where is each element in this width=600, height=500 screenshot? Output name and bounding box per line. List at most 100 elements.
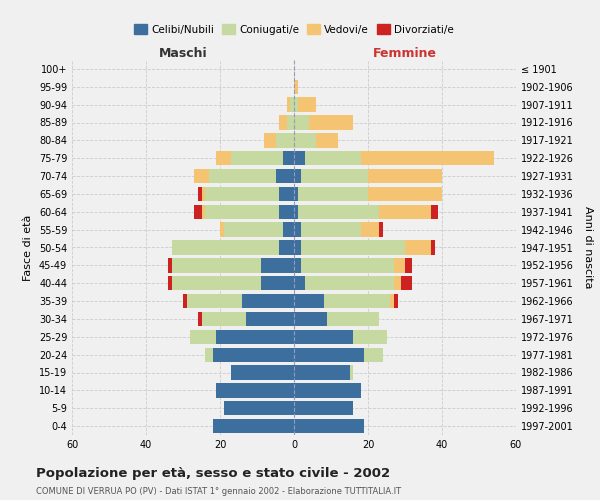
Bar bbox=[298, 204, 379, 219]
Bar bbox=[216, 151, 231, 166]
Bar bbox=[405, 240, 431, 254]
Bar bbox=[283, 151, 294, 166]
Bar bbox=[231, 151, 283, 166]
Bar bbox=[246, 312, 294, 326]
Bar bbox=[231, 366, 294, 380]
Bar bbox=[217, 330, 294, 344]
Bar bbox=[301, 222, 361, 237]
Bar bbox=[390, 294, 394, 308]
Bar bbox=[294, 204, 298, 219]
Bar bbox=[279, 116, 287, 130]
Bar bbox=[294, 383, 361, 398]
Bar bbox=[294, 151, 305, 166]
Text: Maschi: Maschi bbox=[158, 47, 208, 60]
Bar bbox=[198, 312, 202, 326]
Bar bbox=[294, 80, 298, 94]
Bar bbox=[294, 330, 353, 344]
Bar bbox=[275, 169, 294, 183]
Bar bbox=[309, 116, 353, 130]
Bar bbox=[364, 348, 383, 362]
Bar bbox=[294, 276, 305, 290]
Bar bbox=[212, 419, 294, 433]
Bar bbox=[294, 348, 364, 362]
Bar bbox=[305, 276, 394, 290]
Bar bbox=[353, 330, 386, 344]
Bar bbox=[172, 276, 260, 290]
Bar bbox=[323, 294, 390, 308]
Bar bbox=[190, 330, 217, 344]
Bar bbox=[202, 312, 246, 326]
Bar bbox=[265, 133, 275, 148]
Bar bbox=[224, 222, 283, 237]
Bar bbox=[183, 294, 187, 308]
Bar bbox=[379, 204, 431, 219]
Bar bbox=[394, 294, 398, 308]
Bar bbox=[287, 98, 290, 112]
Bar bbox=[294, 116, 309, 130]
Bar bbox=[294, 312, 328, 326]
Bar bbox=[205, 204, 279, 219]
Bar bbox=[224, 401, 294, 415]
Bar bbox=[194, 204, 202, 219]
Bar bbox=[172, 240, 279, 254]
Bar bbox=[242, 294, 294, 308]
Bar bbox=[168, 258, 172, 272]
Bar bbox=[368, 187, 442, 201]
Bar bbox=[316, 133, 338, 148]
Legend: Celibi/Nubili, Coniugati/e, Vedovi/e, Divorziati/e: Celibi/Nubili, Coniugati/e, Vedovi/e, Di… bbox=[130, 20, 458, 39]
Bar bbox=[279, 240, 294, 254]
Bar bbox=[220, 222, 224, 237]
Bar bbox=[275, 133, 294, 148]
Bar bbox=[431, 240, 434, 254]
Bar bbox=[361, 222, 379, 237]
Bar bbox=[279, 204, 294, 219]
Bar bbox=[294, 187, 298, 201]
Bar bbox=[298, 98, 316, 112]
Bar bbox=[198, 187, 202, 201]
Bar bbox=[294, 419, 364, 433]
Bar bbox=[294, 98, 298, 112]
Bar bbox=[349, 366, 353, 380]
Bar bbox=[294, 294, 323, 308]
Bar bbox=[168, 276, 172, 290]
Bar bbox=[205, 348, 212, 362]
Bar bbox=[260, 258, 294, 272]
Y-axis label: Anni di nascita: Anni di nascita bbox=[583, 206, 593, 289]
Bar bbox=[301, 240, 405, 254]
Bar bbox=[361, 151, 494, 166]
Bar bbox=[401, 276, 412, 290]
Text: COMUNE DI VERRUA PO (PV) - Dati ISTAT 1° gennaio 2002 - Elaborazione TUTTITALIA.: COMUNE DI VERRUA PO (PV) - Dati ISTAT 1°… bbox=[36, 488, 401, 496]
Y-axis label: Fasce di età: Fasce di età bbox=[23, 214, 33, 280]
Bar bbox=[301, 258, 394, 272]
Text: Femmine: Femmine bbox=[373, 47, 437, 60]
Bar bbox=[287, 116, 294, 130]
Bar bbox=[294, 401, 353, 415]
Bar bbox=[431, 204, 438, 219]
Bar bbox=[194, 169, 209, 183]
Bar bbox=[294, 366, 349, 380]
Bar bbox=[283, 222, 294, 237]
Bar bbox=[294, 169, 301, 183]
Bar bbox=[305, 151, 361, 166]
Bar bbox=[405, 258, 412, 272]
Bar bbox=[209, 169, 275, 183]
Bar bbox=[294, 133, 316, 148]
Bar bbox=[205, 187, 279, 201]
Bar bbox=[379, 222, 383, 237]
Bar bbox=[328, 312, 379, 326]
Bar bbox=[202, 187, 205, 201]
Bar bbox=[294, 222, 301, 237]
Bar bbox=[217, 383, 294, 398]
Bar bbox=[172, 258, 260, 272]
Bar bbox=[279, 187, 294, 201]
Bar bbox=[294, 240, 301, 254]
Bar bbox=[187, 294, 242, 308]
Bar bbox=[301, 169, 368, 183]
Bar bbox=[290, 98, 294, 112]
Bar bbox=[294, 258, 301, 272]
Bar bbox=[394, 276, 401, 290]
Bar bbox=[212, 348, 294, 362]
Bar bbox=[368, 169, 442, 183]
Bar bbox=[202, 204, 205, 219]
Bar bbox=[298, 187, 368, 201]
